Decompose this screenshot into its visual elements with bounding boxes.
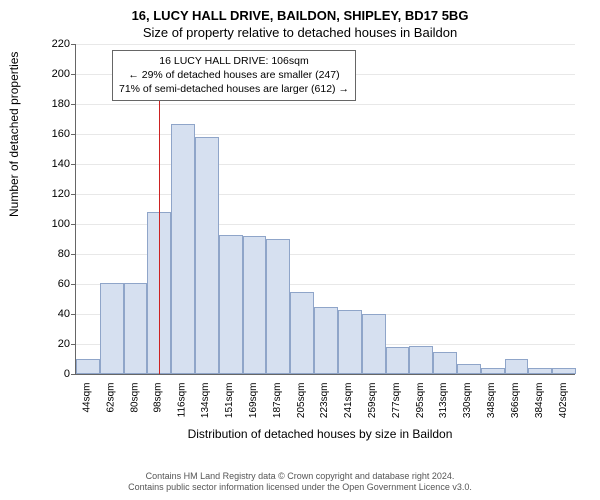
grid-line <box>76 164 575 165</box>
legend-line-1: 16 LUCY HALL DRIVE: 106sqm <box>119 54 349 68</box>
ytick-label: 180 <box>52 98 76 110</box>
legend-box: 16 LUCY HALL DRIVE: 106sqm ← 29% of deta… <box>112 50 356 101</box>
xtick-label: 62sqm <box>105 383 116 413</box>
footer-line-2: Contains public sector information licen… <box>0 482 600 494</box>
y-axis-label: Number of detached properties <box>7 52 21 217</box>
xtick-label: 116sqm <box>177 383 188 418</box>
ytick-label: 60 <box>58 278 76 290</box>
title-address: 16, LUCY HALL DRIVE, BAILDON, SHIPLEY, B… <box>0 0 600 23</box>
grid-line <box>76 44 575 45</box>
histogram-bar <box>362 314 386 374</box>
histogram-bar <box>171 124 195 375</box>
histogram-bar <box>433 352 457 375</box>
histogram-bar <box>457 364 481 375</box>
histogram-bar <box>552 368 576 374</box>
histogram-bar <box>290 292 314 375</box>
legend-line-2: ← 29% of detached houses are smaller (24… <box>119 68 349 82</box>
histogram-bar <box>124 283 148 375</box>
xtick-label: 98sqm <box>153 383 164 413</box>
x-axis-label: Distribution of detached houses by size … <box>40 427 600 441</box>
title-subtitle: Size of property relative to detached ho… <box>0 23 600 44</box>
histogram-bar <box>195 137 219 374</box>
xtick-label: 313sqm <box>439 383 450 419</box>
histogram-bar <box>266 239 290 374</box>
xtick-label: 241sqm <box>343 383 354 419</box>
histogram-bar <box>219 235 243 375</box>
xtick-label: 384sqm <box>534 383 545 419</box>
ytick-label: 140 <box>52 158 76 170</box>
histogram-chart: 16 LUCY HALL DRIVE: 106sqm ← 29% of deta… <box>75 44 575 375</box>
ytick-label: 120 <box>52 188 76 200</box>
reference-line <box>159 59 160 374</box>
histogram-bar <box>481 368 505 374</box>
histogram-bar <box>100 283 124 375</box>
xtick-label: 44sqm <box>81 383 92 413</box>
xtick-label: 80sqm <box>129 383 140 413</box>
xtick-label: 348sqm <box>486 383 497 419</box>
ytick-label: 100 <box>52 218 76 230</box>
xtick-label: 366sqm <box>510 383 521 419</box>
xtick-label: 277sqm <box>391 383 402 419</box>
footer-line-1: Contains HM Land Registry data © Crown c… <box>0 471 600 483</box>
xtick-label: 223sqm <box>320 383 331 419</box>
xtick-label: 295sqm <box>415 383 426 419</box>
histogram-bar <box>409 346 433 375</box>
xtick-label: 169sqm <box>248 383 259 419</box>
histogram-bar <box>314 307 338 375</box>
xtick-label: 187sqm <box>272 383 283 419</box>
histogram-bar <box>505 359 529 374</box>
xtick-label: 330sqm <box>462 383 473 419</box>
ytick-label: 220 <box>52 38 76 50</box>
histogram-bar <box>76 359 100 374</box>
footer-credits: Contains HM Land Registry data © Crown c… <box>0 471 600 494</box>
histogram-bar <box>528 368 552 374</box>
ytick-label: 160 <box>52 128 76 140</box>
xtick-label: 402sqm <box>558 383 569 419</box>
xtick-label: 205sqm <box>296 383 307 419</box>
legend-line-3: 71% of semi-detached houses are larger (… <box>119 82 349 96</box>
ytick-label: 80 <box>58 248 76 260</box>
grid-line <box>76 194 575 195</box>
grid-line <box>76 134 575 135</box>
histogram-bar <box>338 310 362 375</box>
grid-line <box>76 104 575 105</box>
ytick-label: 40 <box>58 308 76 320</box>
xtick-label: 151sqm <box>224 383 235 419</box>
histogram-bar <box>386 347 410 374</box>
histogram-bar <box>243 236 267 374</box>
xtick-label: 259sqm <box>367 383 378 419</box>
xtick-label: 134sqm <box>200 383 211 419</box>
ytick-label: 20 <box>58 338 76 350</box>
x-axis-ticks: 44sqm 62sqm 80sqm 98sqm 116sqm 134sqm 151sqm 16… <box>75 375 575 423</box>
ytick-label: 200 <box>52 68 76 80</box>
